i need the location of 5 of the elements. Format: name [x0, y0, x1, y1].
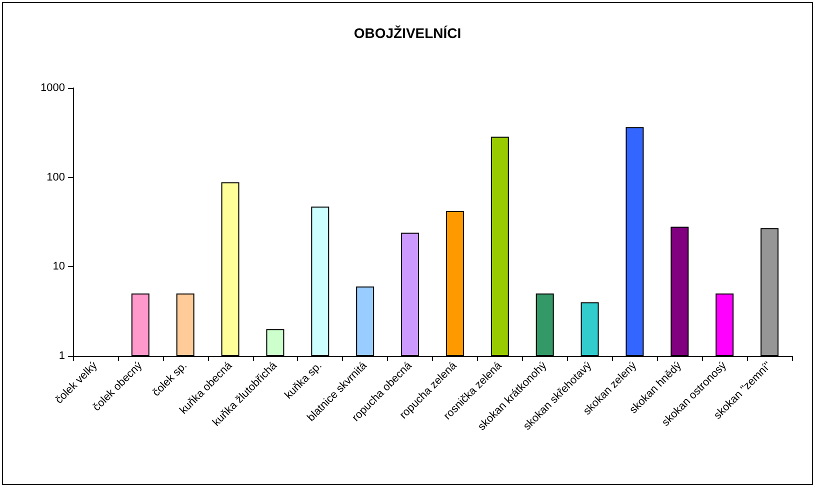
chart-title: OBOJŽIVELNÍCI	[354, 25, 462, 41]
y-tick-label: 100	[46, 171, 65, 184]
y-tick-label: 10	[52, 260, 65, 273]
y-tick-label: 1000	[40, 82, 65, 94]
y-tick-label: 1	[58, 350, 65, 362]
